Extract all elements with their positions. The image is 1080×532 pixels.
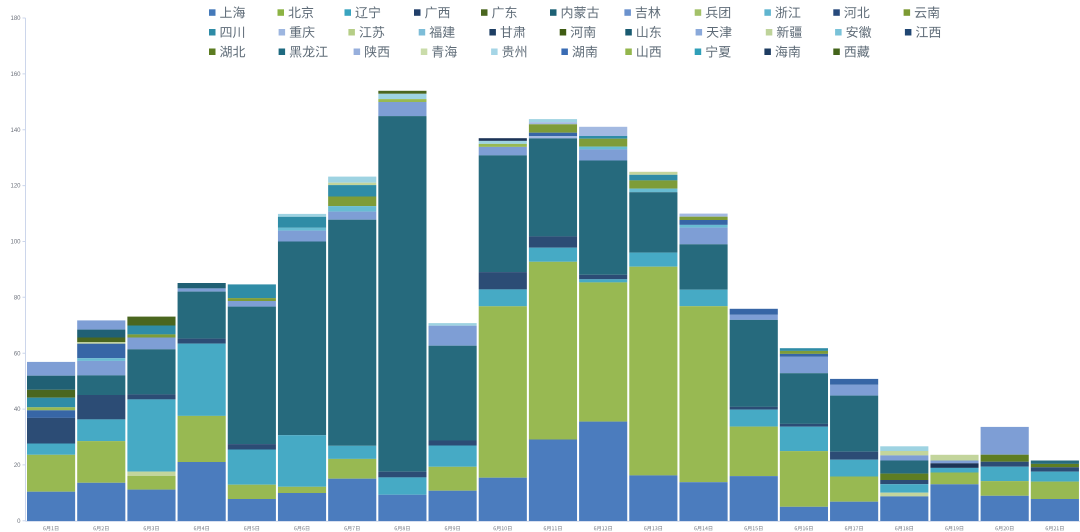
svg-text:20: 20 bbox=[14, 463, 21, 469]
svg-text:120: 120 bbox=[10, 184, 21, 190]
svg-text:140: 140 bbox=[10, 128, 21, 134]
svg-text:160: 160 bbox=[10, 72, 21, 78]
svg-text:80: 80 bbox=[14, 295, 21, 301]
svg-text:100: 100 bbox=[10, 240, 21, 246]
svg-text:180: 180 bbox=[10, 16, 21, 22]
svg-text:40: 40 bbox=[14, 407, 21, 413]
svg-text:60: 60 bbox=[14, 351, 21, 357]
svg-text:0: 0 bbox=[17, 519, 21, 525]
